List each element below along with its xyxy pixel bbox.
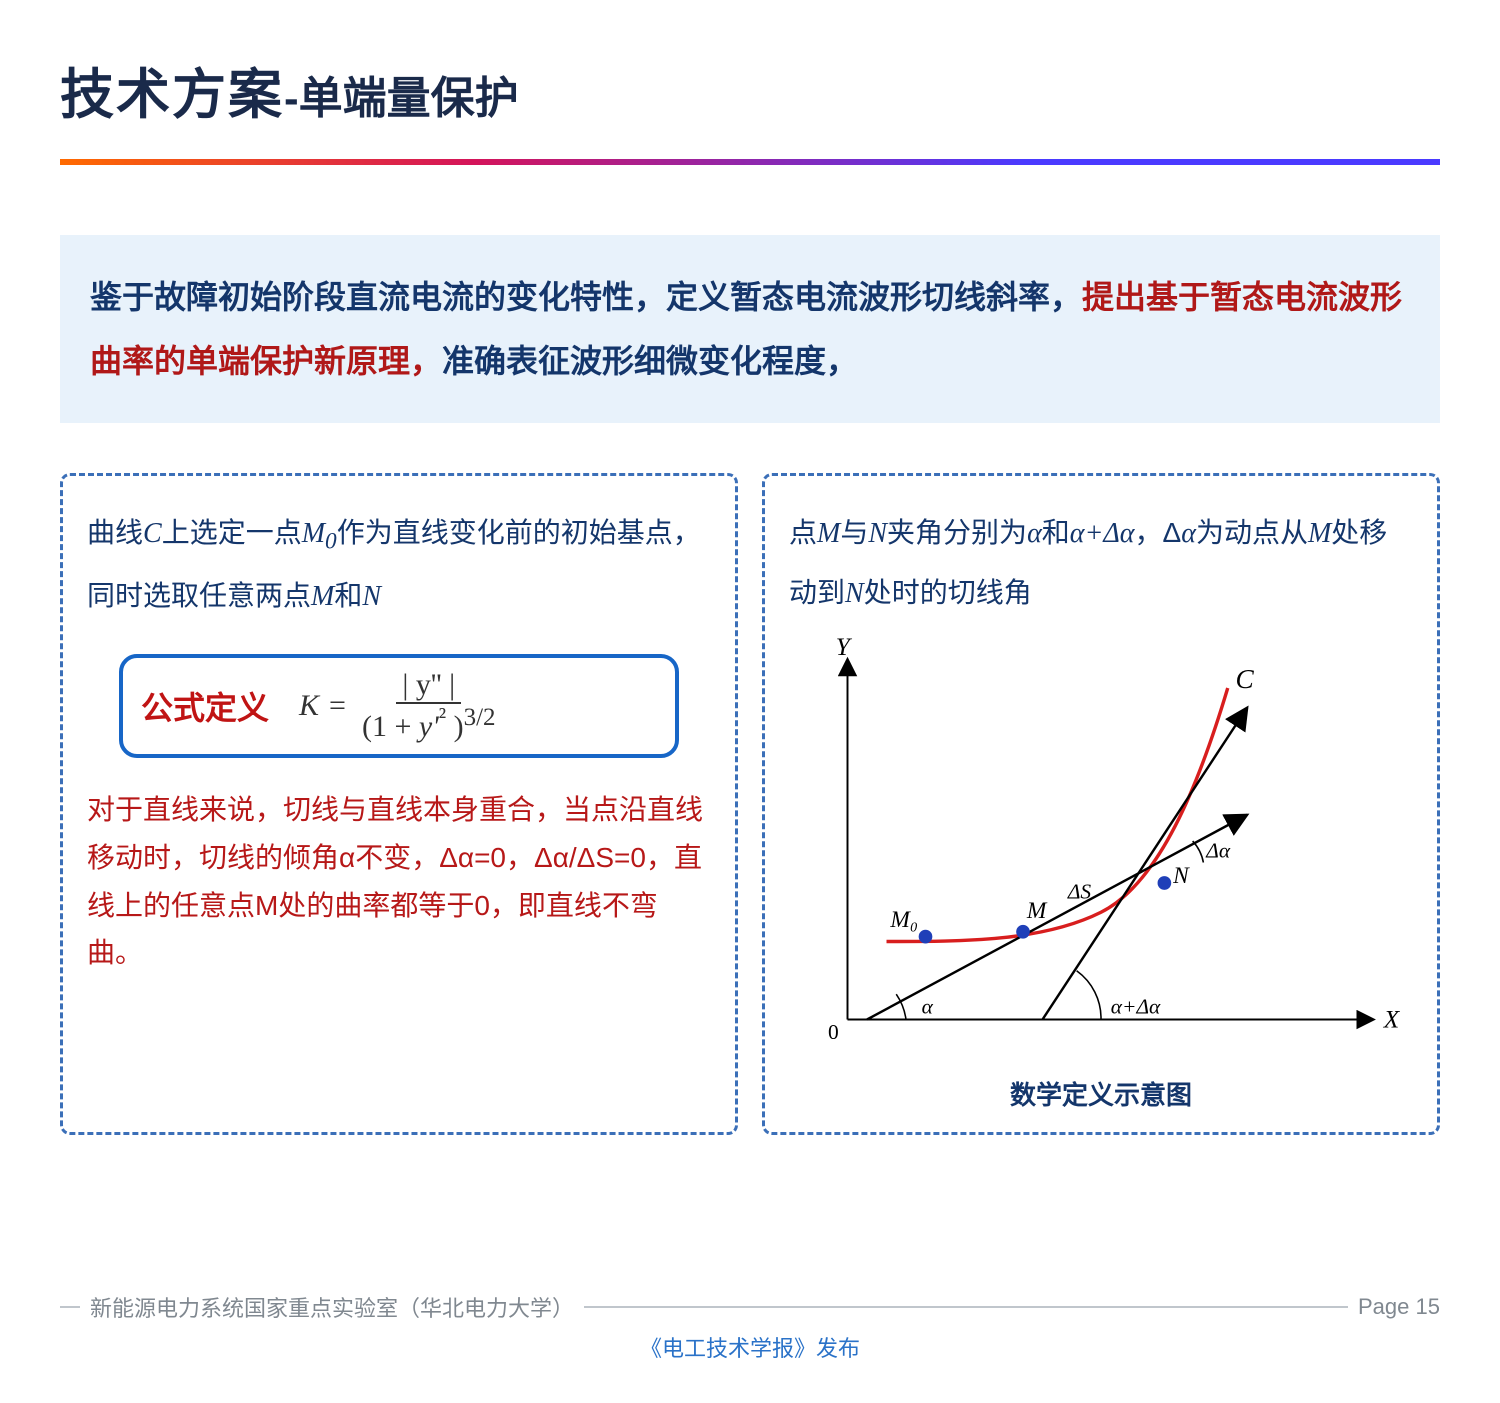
title-sep: - bbox=[284, 74, 299, 123]
t: N bbox=[868, 518, 887, 549]
point-n bbox=[1158, 876, 1172, 890]
tangent-n bbox=[1043, 707, 1248, 1019]
footer-line: 新能源电力系统国家重点实验室（华北电力大学） Page 15 bbox=[60, 1291, 1440, 1323]
label-x: X bbox=[1383, 1005, 1401, 1033]
footer-lab: 新能源电力系统国家重点实验室（华北电力大学） bbox=[90, 1291, 574, 1323]
tangent-m bbox=[867, 814, 1247, 1019]
formula-den: (1 + y'² )3/2 bbox=[356, 704, 502, 744]
gradient-divider bbox=[60, 159, 1440, 165]
t: ，Δ bbox=[1135, 517, 1182, 548]
footer-rule bbox=[584, 1306, 1348, 1308]
highlight-part2: 准确表征波形细微变化程度， bbox=[442, 343, 858, 379]
highlight-part1: 鉴于故障初始阶段直流电流的变化特性，定义暂态电流波形切线斜率， bbox=[90, 279, 1082, 315]
formula-label: 公式定义 bbox=[141, 683, 269, 729]
t: M bbox=[1308, 518, 1331, 549]
t: α bbox=[1027, 518, 1042, 549]
t: 点 bbox=[789, 517, 817, 548]
arc-alpha-da bbox=[1077, 970, 1101, 1019]
txt-italic: M bbox=[302, 518, 325, 549]
formula-num: | y'' | bbox=[396, 668, 461, 704]
left-red-explain: 对于直线来说，切线与直线本身重合，当点沿直线移动时，切线的倾角α不变，Δα=0，… bbox=[87, 786, 711, 976]
txt: 曲线 bbox=[87, 517, 143, 548]
footer: 新能源电力系统国家重点实验室（华北电力大学） Page 15 《电工技术学报》发… bbox=[0, 1291, 1500, 1363]
point-m0 bbox=[919, 929, 933, 943]
formula-fraction: | y'' | (1 + y'² )3/2 bbox=[356, 668, 502, 744]
d: 3/2 bbox=[464, 704, 496, 731]
right-panel: 点M与N夹角分别为α和α+Δα，Δα为动点从M处移动到N处时的切线角 bbox=[762, 473, 1440, 1135]
right-panel-text: 点M与N夹角分别为α和α+Δα，Δα为动点从M处移动到N处时的切线角 bbox=[789, 504, 1413, 624]
highlight-box: 鉴于故障初始阶段直流电流的变化特性，定义暂态电流波形切线斜率，提出基于暂态电流波… bbox=[60, 235, 1440, 423]
panel-row: 曲线C上选定一点M0作为直线变化前的初始基点，同时选取任意两点M和N 公式定义 … bbox=[60, 473, 1440, 1135]
txt-italic: M bbox=[311, 581, 334, 612]
txt: 和 bbox=[334, 580, 362, 611]
label-y: Y bbox=[836, 632, 853, 660]
label-n: N bbox=[1172, 863, 1190, 889]
formula-box: 公式定义 K = | y'' | (1 + y'² )3/2 bbox=[119, 654, 679, 758]
t: M bbox=[817, 518, 840, 549]
t: 为动点从 bbox=[1196, 517, 1308, 548]
t: 夹角分别为 bbox=[887, 517, 1027, 548]
point-m bbox=[1016, 925, 1030, 939]
label-origin: 0 bbox=[828, 1020, 839, 1044]
formula-eq-sign: = bbox=[329, 689, 346, 723]
label-alpha: α bbox=[922, 994, 934, 1018]
txt: 上选定一点 bbox=[162, 517, 302, 548]
formula-K: K bbox=[299, 689, 319, 723]
t: α bbox=[1181, 518, 1196, 549]
txt-italic: C bbox=[143, 518, 162, 549]
left-panel-text: 曲线C上选定一点M0作为直线变化前的初始基点，同时选取任意两点M和N bbox=[87, 504, 711, 626]
left-panel: 曲线C上选定一点M0作为直线变化前的初始基点，同时选取任意两点M和N 公式定义 … bbox=[60, 473, 738, 1135]
footer-rule-left bbox=[60, 1306, 80, 1308]
label-alpha-da: α+Δα bbox=[1111, 994, 1161, 1018]
label-da: Δα bbox=[1205, 838, 1231, 862]
diagram-caption: 数学定义示意图 bbox=[789, 1075, 1413, 1112]
label-ds: ΔS bbox=[1067, 879, 1092, 903]
txt-sub: 0 bbox=[325, 529, 337, 555]
t: N bbox=[845, 578, 864, 609]
label-m0: M₀ bbox=[889, 906, 918, 932]
footer-page: Page 15 bbox=[1358, 1294, 1440, 1320]
d: (1 + bbox=[362, 710, 419, 743]
page-label: Page bbox=[1358, 1294, 1409, 1319]
slide-title: 技术方案-单端量保护 bbox=[0, 0, 1500, 149]
page-number: 15 bbox=[1416, 1294, 1440, 1319]
d: ) bbox=[446, 710, 464, 743]
d: ² bbox=[439, 704, 447, 731]
t: α+Δα bbox=[1070, 518, 1135, 549]
title-main: 技术方案 bbox=[60, 65, 284, 125]
footer-publisher: 《电工技术学报》发布 bbox=[60, 1331, 1440, 1363]
t: 处时的切线角 bbox=[864, 577, 1032, 608]
label-c: C bbox=[1236, 664, 1255, 694]
title-sub: 单端量保护 bbox=[299, 74, 519, 123]
curvature-diagram: Y X C M₀ M N ΔS Δα α α+Δα 0 bbox=[789, 624, 1413, 1064]
formula-equation: K = | y'' | (1 + y'² )3/2 bbox=[299, 668, 502, 744]
t: 与 bbox=[840, 517, 868, 548]
txt-italic: N bbox=[362, 581, 381, 612]
d: y' bbox=[419, 710, 439, 743]
t: 和 bbox=[1042, 517, 1070, 548]
label-m: M bbox=[1026, 898, 1048, 924]
